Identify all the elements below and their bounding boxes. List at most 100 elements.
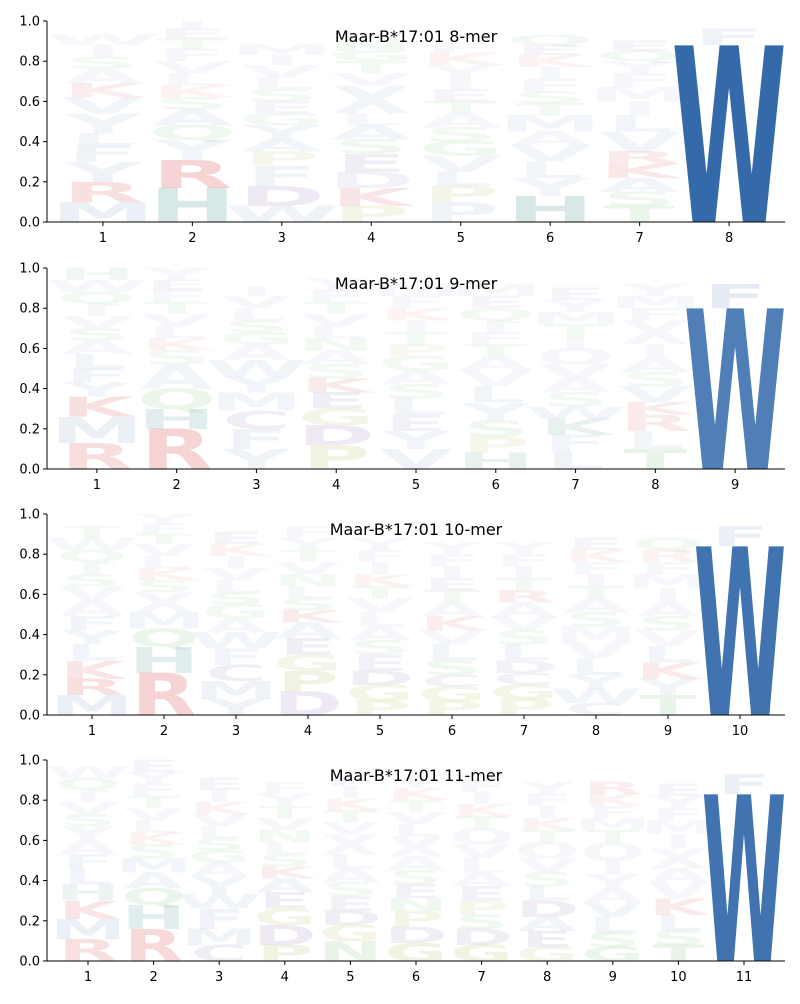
logo-letter: M <box>626 571 710 593</box>
logo-letter: K <box>59 656 128 685</box>
logo-letter: L <box>195 823 244 842</box>
logo-letter: Q <box>506 32 595 48</box>
logo-letter: L <box>129 817 178 836</box>
logo-letter: V <box>583 899 643 921</box>
logo-letter: W <box>549 685 642 707</box>
x-tick-label: 9 <box>609 970 617 985</box>
logo-letter: N <box>273 571 344 590</box>
logo-letter: D <box>345 667 415 689</box>
logo-letter: T <box>495 575 553 594</box>
logo-letter: K <box>380 305 457 324</box>
logo-letter: A <box>517 913 577 935</box>
logo-letter: S <box>62 571 123 590</box>
logo-letter: K <box>189 799 251 818</box>
logo-letter: I <box>205 787 234 806</box>
logo-letter: K <box>599 160 684 183</box>
logo-letter: A <box>275 618 341 644</box>
x-ticks: 1 2 3 4 5 6 7 8 <box>99 222 733 246</box>
logo-letter: T <box>336 58 407 77</box>
logo-letter: S <box>155 94 230 113</box>
logo-letter: F <box>324 771 376 790</box>
logo-letter: V <box>386 809 445 828</box>
logo-letter: Y <box>256 791 314 810</box>
logo-letter: S <box>63 325 130 344</box>
logo-letter: P <box>388 907 444 932</box>
logo-letter: A <box>203 615 269 637</box>
logo-letter: I <box>336 783 365 802</box>
logo-letter: I <box>638 340 673 363</box>
logo-letter: T <box>521 827 574 846</box>
logo-letter: G <box>253 905 316 930</box>
logo-letter: S <box>350 637 411 659</box>
logo-letters: MRYFLYVKASIWHRYQASKLVFTEIWDFPAYGESLVIMPK… <box>45 0 787 280</box>
y-ticks: 0.0 0.2 0.4 0.6 0.8 1.0 <box>19 15 47 231</box>
logo-letter: V <box>124 805 183 824</box>
logo-letter: L <box>326 851 375 873</box>
logo-letter: K <box>58 896 120 925</box>
logo-letter: S <box>388 867 443 889</box>
logo-letter: R <box>599 148 680 167</box>
logo-letter: W <box>177 891 262 913</box>
logo-letter: F <box>693 25 765 51</box>
logo-letter: A <box>420 110 501 133</box>
logo-letter: T <box>425 98 496 117</box>
y-tick-label: 0.2 <box>19 668 40 683</box>
logo-letter: A <box>152 105 234 131</box>
logo-letter: R <box>492 587 557 606</box>
logo-letter: F <box>495 551 553 570</box>
logo-letter: M <box>498 111 602 137</box>
logo-letter: Y <box>518 779 576 798</box>
logo-letter: T <box>157 36 229 52</box>
logo-letter: M <box>588 83 692 106</box>
logo-letter: I <box>664 831 693 853</box>
logo-letter: A <box>321 865 381 887</box>
logo-letter: V <box>420 151 502 177</box>
logo-letter: S <box>278 596 339 615</box>
logo-letter: V <box>321 819 380 838</box>
logo-letter: Q <box>55 775 120 794</box>
logo-letter: W <box>205 356 308 382</box>
logo-letter: E <box>390 881 442 903</box>
x-tick-label: 2 <box>149 970 157 985</box>
logo-letter: M <box>640 817 716 839</box>
logo-letter: L <box>523 883 572 905</box>
logo-panel: MRYFLYVKASIWHRYQASKLVFTEIWDFPAYGESLVIMPK… <box>19 0 787 280</box>
logo-letter: F <box>135 522 193 538</box>
logo-letter: M <box>122 608 206 634</box>
logo-letter: T <box>324 807 377 826</box>
logo-letter: E <box>193 775 245 794</box>
logo-letter: S <box>382 381 449 404</box>
logo-letter: K <box>452 801 514 820</box>
logo-letter: S <box>303 361 370 384</box>
logo-letter: L <box>147 323 207 342</box>
logo-letter: Y <box>141 265 212 284</box>
logo-letter: F <box>544 431 608 457</box>
logo-letter: E <box>207 529 265 548</box>
logo-letter: V <box>131 541 196 560</box>
logo-letter: S <box>65 54 140 73</box>
logo-letter: M <box>50 913 126 945</box>
logo-letter: D <box>253 919 317 951</box>
x-tick-label: 1 <box>93 478 101 493</box>
panel-title: Maar-B*17:01 8-mer <box>335 27 498 46</box>
logo-letter: I <box>467 789 496 808</box>
logo-letter: L <box>497 640 551 666</box>
logo-letter: S <box>134 577 195 596</box>
x-tick-label: 3 <box>278 231 286 246</box>
logo-letter: V <box>58 799 117 818</box>
logo-letter: E <box>567 535 625 554</box>
logo-letter: Y <box>242 122 321 145</box>
logo-letter: L <box>281 583 335 602</box>
logo-letter: W <box>189 628 282 654</box>
logo-letter: S <box>512 88 587 107</box>
y-tick-label: 0.2 <box>19 914 40 929</box>
logo-letter: I <box>441 74 480 93</box>
logo-letter: A <box>331 122 412 145</box>
logo-letter: I <box>558 333 593 352</box>
logo-letter: L <box>306 323 366 342</box>
logo-letter: O <box>536 344 615 370</box>
logo-letter: T <box>464 341 528 360</box>
logo-panel: RMKHLFAYSVIQWRHQAMSKLVTFYECMFWYAGSLVKIEP… <box>19 751 786 1004</box>
logo-letter: I <box>364 559 395 578</box>
logo-letter: C <box>493 670 555 689</box>
